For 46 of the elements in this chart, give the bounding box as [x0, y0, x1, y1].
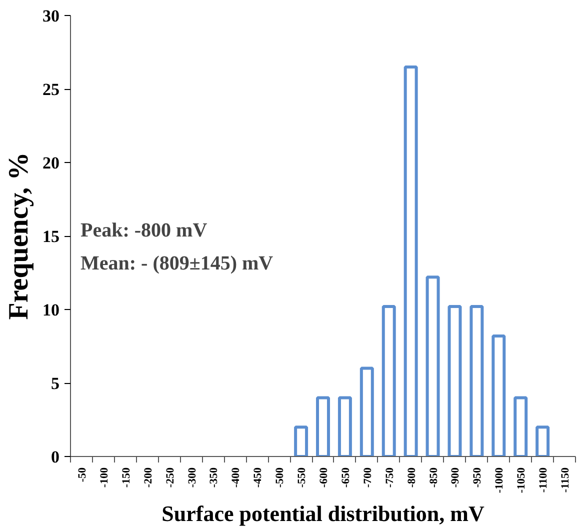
x-tick-label: -700 — [362, 467, 374, 488]
y-tick-label: 30 — [42, 6, 60, 26]
x-axis-title: Surface potential distribution, mV — [162, 501, 484, 526]
x-tick-label: -50 — [76, 467, 88, 482]
y-tick-label: 10 — [42, 300, 60, 320]
x-tick-label: -800 — [406, 467, 418, 488]
y-tick-label: 0 — [51, 448, 60, 466]
x-tick-label: -150 — [120, 467, 132, 488]
x-tick-label: -250 — [164, 467, 176, 488]
x-tick-label: -200 — [142, 467, 154, 488]
bar — [492, 334, 506, 456]
y-tick-label: 20 — [42, 154, 60, 172]
x-tick-label: -300 — [186, 467, 198, 488]
bar — [404, 65, 418, 456]
x-tick-label: -900 — [450, 467, 462, 488]
bar — [360, 366, 374, 456]
bar — [536, 426, 550, 456]
x-tick-label: -400 — [230, 467, 242, 488]
y-tick-label: 25 — [42, 80, 60, 99]
x-tick-label: -1150 — [560, 467, 572, 493]
x-tick-label: -450 — [252, 467, 264, 488]
x-tick-label: -1000 — [494, 467, 506, 494]
y-tick-label: 15 — [42, 227, 60, 246]
annotation: Peak: -800 mV — [80, 220, 208, 242]
bar — [448, 305, 462, 456]
x-tick-label: -750 — [384, 467, 396, 488]
bar — [470, 305, 484, 456]
x-tick-label: -100 — [98, 467, 110, 488]
bar — [382, 305, 396, 456]
x-tick-label: -350 — [208, 467, 220, 488]
y-tick-label: 5 — [51, 374, 60, 393]
bar — [426, 276, 440, 456]
bar — [338, 396, 352, 456]
y-axis-title: Frequency, % — [4, 152, 34, 320]
x-tick-label: -1050 — [516, 467, 528, 494]
x-tick-label: -650 — [340, 467, 352, 488]
annotation: Mean: - (809±145) mV — [80, 252, 274, 274]
x-tick-label: -550 — [296, 467, 308, 488]
x-tick-label: -600 — [318, 467, 330, 488]
bar — [294, 426, 308, 456]
x-tick-label: -1100 — [538, 467, 550, 493]
bar — [514, 396, 528, 456]
bar — [316, 396, 330, 456]
x-tick-label: -500 — [274, 467, 286, 488]
x-tick-label: -950 — [472, 467, 484, 488]
x-tick-label: -850 — [428, 467, 440, 488]
